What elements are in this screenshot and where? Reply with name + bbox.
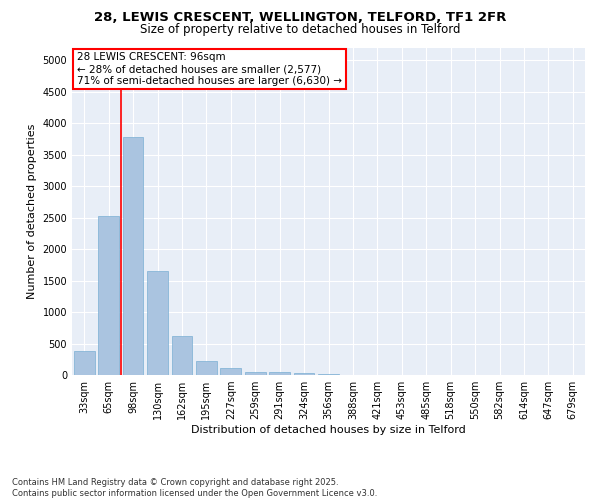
Bar [293, 373, 314, 375]
Text: Size of property relative to detached houses in Telford: Size of property relative to detached ho… [140, 22, 460, 36]
Y-axis label: Number of detached properties: Number of detached properties [27, 124, 37, 299]
Bar [98, 216, 119, 375]
Bar [245, 372, 266, 375]
Bar [220, 368, 241, 375]
Bar [74, 351, 95, 375]
Bar [196, 360, 217, 375]
Bar [147, 271, 168, 375]
Text: 28 LEWIS CRESCENT: 96sqm
← 28% of detached houses are smaller (2,577)
71% of sem: 28 LEWIS CRESCENT: 96sqm ← 28% of detach… [77, 52, 342, 86]
Bar [318, 374, 339, 375]
Bar [172, 336, 193, 375]
Text: 28, LEWIS CRESCENT, WELLINGTON, TELFORD, TF1 2FR: 28, LEWIS CRESCENT, WELLINGTON, TELFORD,… [94, 11, 506, 24]
Text: Contains HM Land Registry data © Crown copyright and database right 2025.
Contai: Contains HM Land Registry data © Crown c… [12, 478, 377, 498]
Bar [269, 372, 290, 375]
Bar [122, 137, 143, 375]
X-axis label: Distribution of detached houses by size in Telford: Distribution of detached houses by size … [191, 425, 466, 435]
